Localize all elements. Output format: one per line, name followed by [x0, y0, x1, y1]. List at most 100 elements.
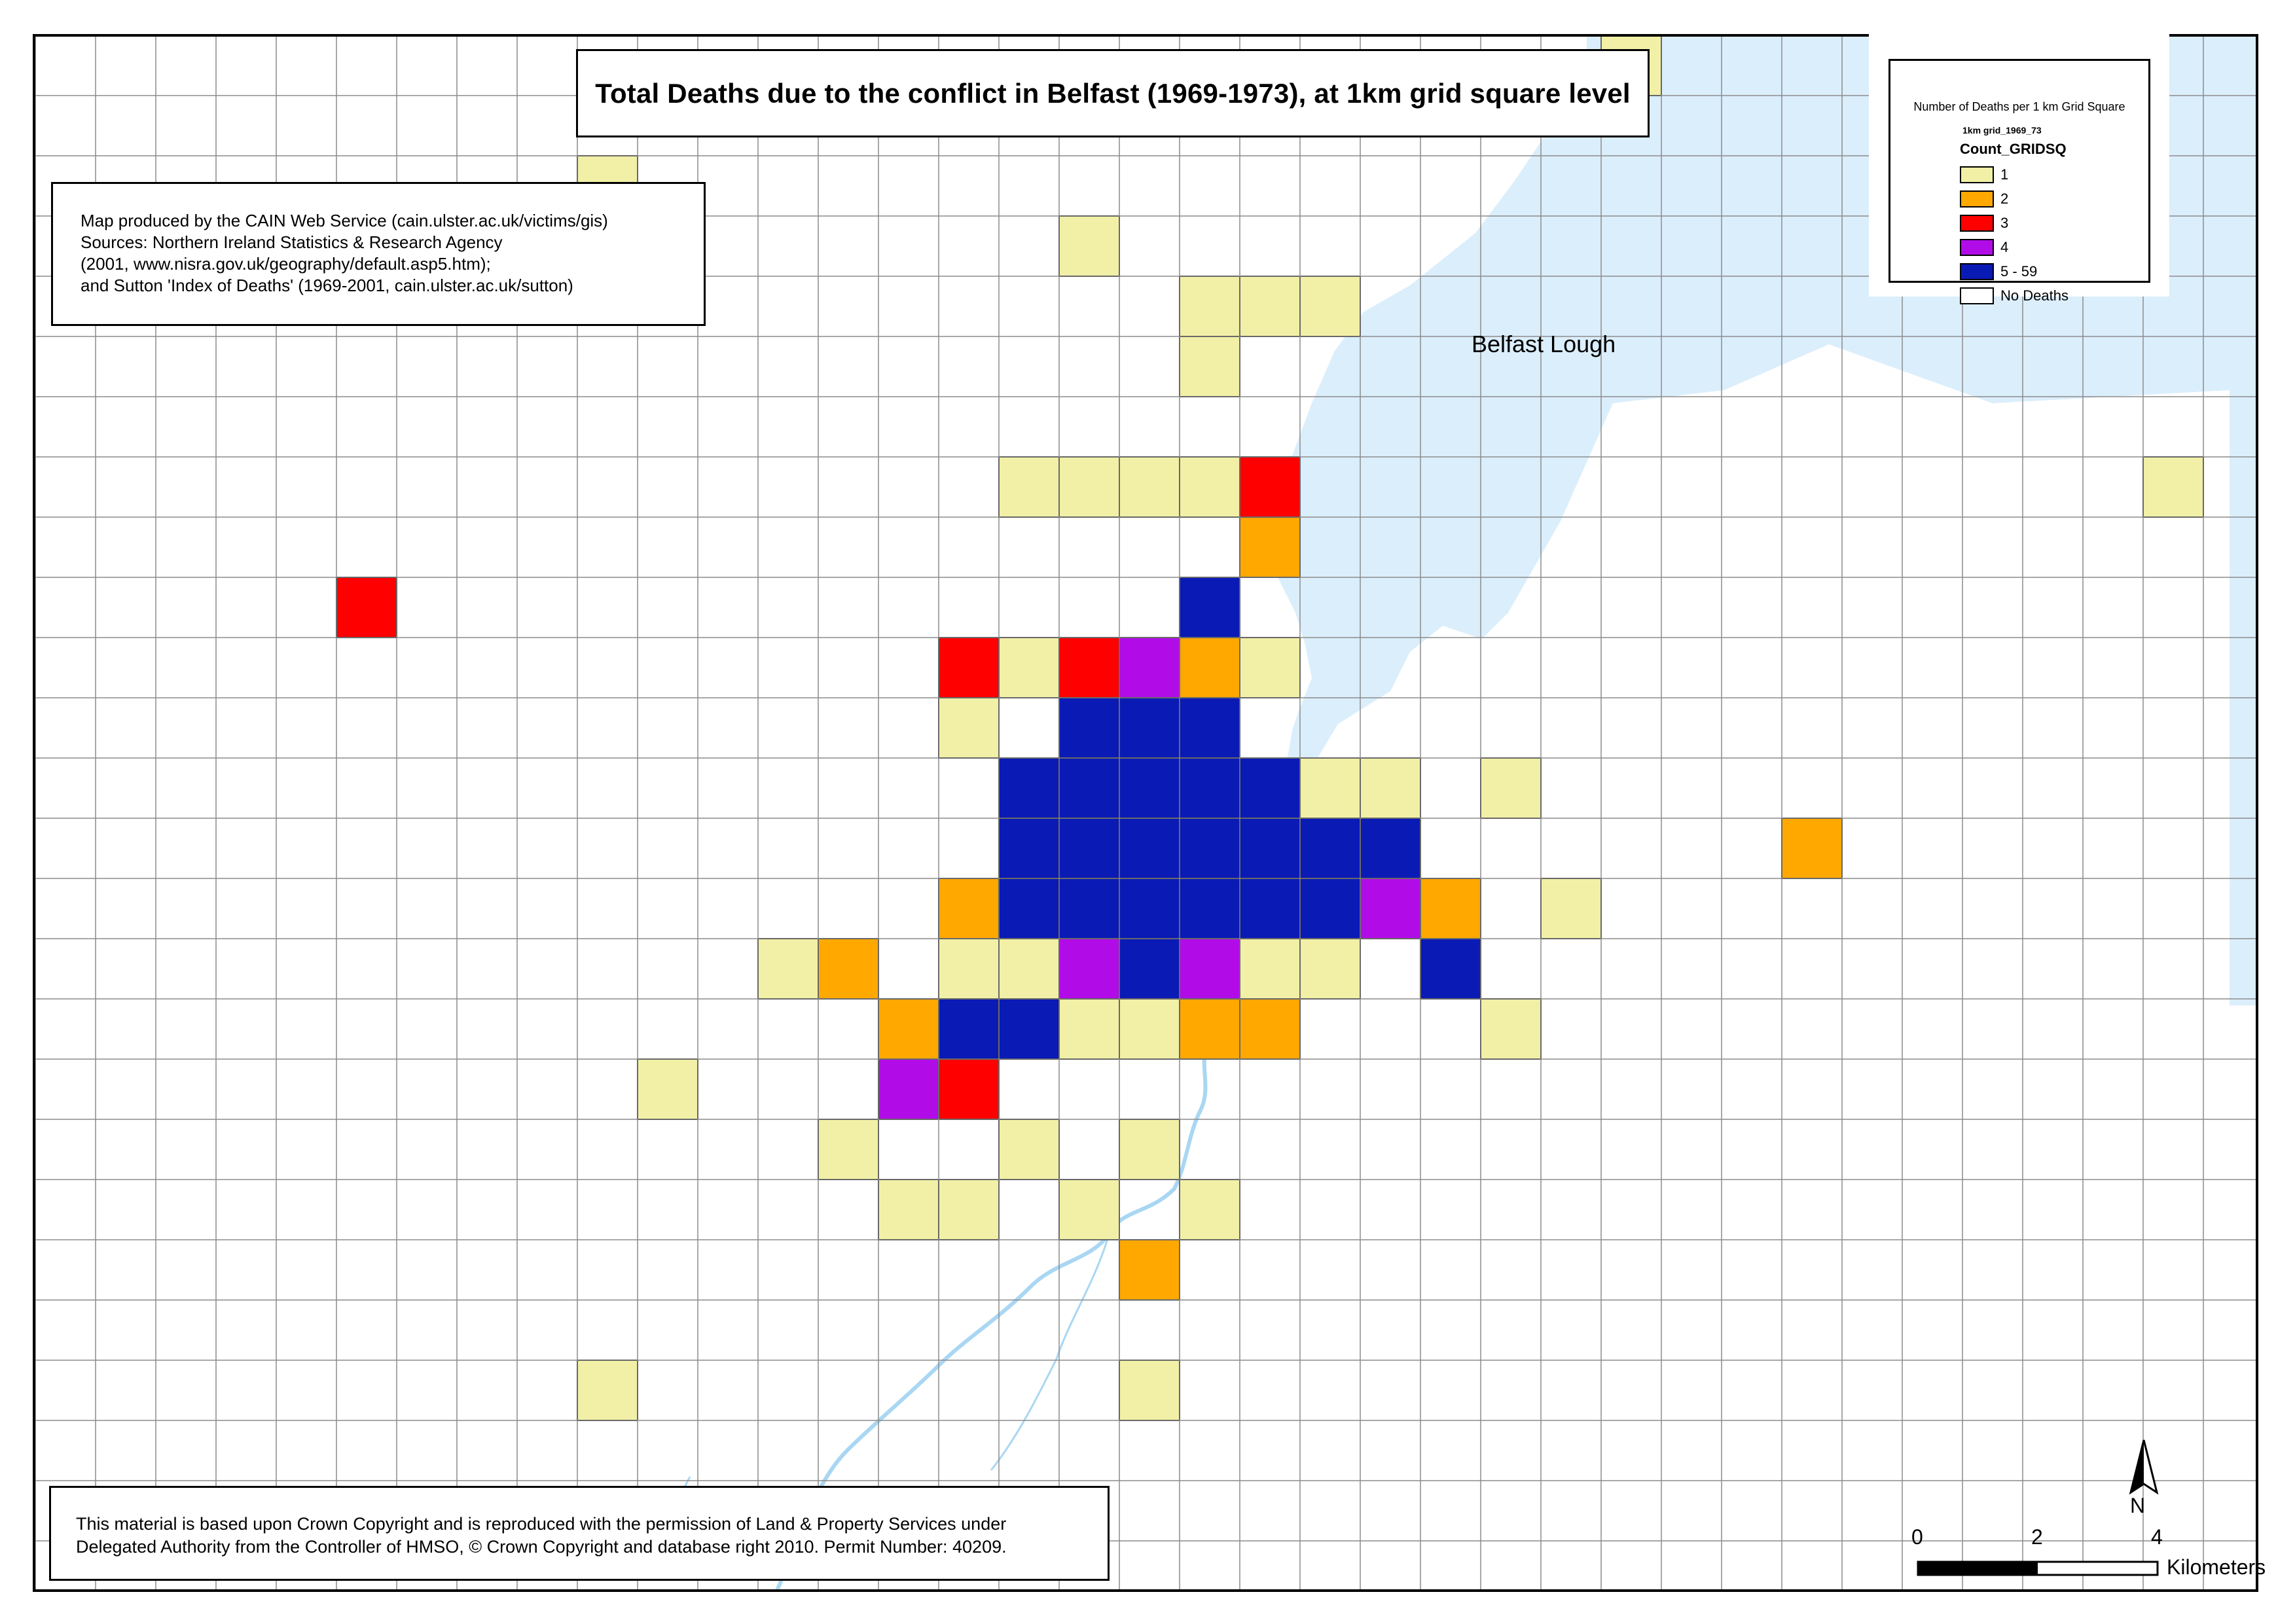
river-tributary [990, 1234, 1110, 1471]
credits-line: and Sutton 'Index of Deaths' (1969-2001,… [81, 276, 573, 295]
grid-cell [1179, 757, 1240, 819]
grid-cell [1299, 276, 1361, 337]
grid-cell [938, 1058, 1000, 1120]
grid-cell [1058, 938, 1120, 1000]
grid-cell [878, 1058, 939, 1120]
grid-cell [1239, 938, 1301, 1000]
legend-swatch [1960, 287, 1994, 304]
grid-cell [1480, 998, 1542, 1060]
grid-cell [1179, 456, 1240, 518]
grid-cell [1360, 878, 1421, 939]
map-title: Total Deaths due to the conflict in Belf… [595, 77, 1631, 109]
legend-item-5-59: 5 - 59 [1960, 262, 2037, 281]
grid-cell [1299, 818, 1361, 879]
legend-label: 1 [2000, 166, 2009, 183]
legend-layer-name: 1km grid_1969_73 [1962, 125, 2042, 135]
grid-cell [637, 1058, 698, 1120]
grid-cell [1058, 757, 1120, 819]
legend-label: 4 [2000, 239, 2009, 255]
grid-cell [1058, 697, 1120, 759]
grid-cell [998, 878, 1060, 939]
legend-panel: Number of Deaths per 1 km Grid Square 1k… [1869, 34, 2169, 304]
grid-cell [938, 938, 1000, 1000]
grid-cell [1119, 1239, 1180, 1301]
grid-cell [1058, 456, 1120, 518]
grid-cell [1179, 336, 1240, 397]
water-label: Belfast Lough [1472, 331, 1616, 357]
grid-cell [938, 697, 1000, 759]
grid-cell [1239, 637, 1301, 698]
grid-cell [1299, 878, 1361, 939]
grid-cell [1179, 938, 1240, 1000]
grid-cell [336, 577, 397, 638]
legend-label: 2 [2000, 190, 2009, 207]
legend-item-1: 1 [1960, 166, 2008, 184]
grid-cell [1239, 456, 1301, 518]
copyright-panel: This material is based upon Crown Copyri… [49, 1486, 1110, 1581]
grid-cell [938, 998, 1000, 1060]
legend-item-no-deaths: No Deaths [1960, 287, 2069, 305]
grid-cell [1119, 757, 1180, 819]
title-panel: Total Deaths due to the conflict in Belf… [576, 49, 1650, 137]
copyright-line: This material is based upon Crown Copyri… [76, 1514, 1007, 1534]
grid-cell [1179, 276, 1240, 337]
grid-cell [1299, 938, 1361, 1000]
legend-swatch [1960, 190, 1994, 208]
grid-cell [1480, 757, 1542, 819]
grid-cell [1239, 757, 1301, 819]
grid-cell [1239, 998, 1301, 1060]
grid-cell [1058, 637, 1120, 698]
grid-cell [1179, 878, 1240, 939]
grid-cell [938, 878, 1000, 939]
legend-label: No Deaths [2000, 287, 2069, 304]
grid-cell [1239, 818, 1301, 879]
grid-cell [1058, 215, 1120, 277]
grid-cell [1058, 998, 1120, 1060]
grid-cell [1239, 516, 1301, 578]
grid-cell [998, 456, 1060, 518]
grid-cell [1179, 637, 1240, 698]
copyright-line: Delegated Authority from the Controller … [76, 1537, 1007, 1557]
grid-cell [1058, 1179, 1120, 1240]
grid-cell [938, 1179, 1000, 1240]
credits-line: (2001, www.nisra.gov.uk/geography/defaul… [81, 254, 491, 274]
grid-cell [1179, 1179, 1240, 1240]
grid-cell [998, 637, 1060, 698]
scale-tick-label: 2 [2031, 1525, 2043, 1549]
grid-cell [1119, 878, 1180, 939]
grid-cell [1360, 757, 1421, 819]
grid-cell [1781, 818, 1843, 879]
grid-cell [1119, 818, 1180, 879]
grid-cell [1179, 818, 1240, 879]
grid-cell [1058, 818, 1120, 879]
grid-cell [1119, 1119, 1180, 1180]
legend-field-name: Count_GRIDSQ [1960, 141, 2067, 157]
grid-cell [1360, 818, 1421, 879]
grid-cell [1540, 878, 1602, 939]
legend-heading: Number of Deaths per 1 km Grid Square [1913, 100, 2125, 113]
grid-cell [878, 1179, 939, 1240]
grid-cell [1420, 938, 1481, 1000]
legend-swatch [1960, 263, 1994, 280]
credits-line: Map produced by the CAIN Web Service (ca… [81, 211, 608, 230]
grid-cell [1119, 938, 1180, 1000]
grid-cell [1119, 637, 1180, 698]
north-label: N [2130, 1494, 2146, 1517]
legend-item-2: 2 [1960, 190, 2008, 208]
grid-cell [998, 818, 1060, 879]
legend-box: Number of Deaths per 1 km Grid Square 1k… [1888, 59, 2150, 304]
grid-cell [1119, 697, 1180, 759]
scale-tick-label: 4 [2151, 1525, 2163, 1549]
grid-cell [1179, 998, 1240, 1060]
grid-cell [1119, 1360, 1180, 1421]
grid-cell [938, 637, 1000, 698]
grid-cell [2142, 456, 2204, 518]
scale-bar [1917, 1561, 2159, 1576]
credits-panel: Map produced by the CAIN Web Service (ca… [51, 182, 706, 326]
grid-cell [1299, 757, 1361, 819]
grid-cell [1239, 878, 1301, 939]
legend-swatch [1960, 215, 1994, 232]
scale-unit-label: Kilometers [2167, 1555, 2266, 1579]
grid-cell [1119, 998, 1180, 1060]
north-arrow-icon [2129, 1439, 2159, 1495]
